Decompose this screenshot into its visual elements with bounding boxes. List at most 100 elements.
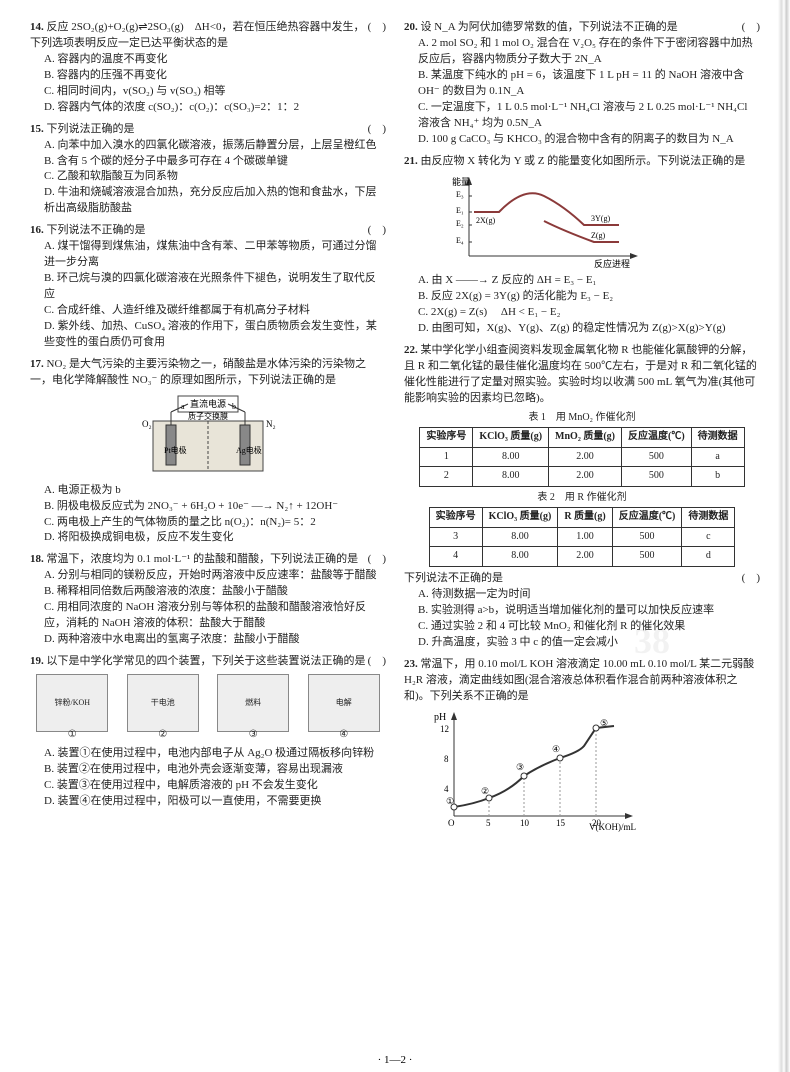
col-header: KClO₃ 质量(g) <box>473 428 549 448</box>
question-20: ( ) 20. 设 N_A 为阿伏加德罗常数的值，下列说法不正确的是 A. 2 … <box>404 20 760 148</box>
page: 38 ( ) 14. 反应 2SO₂(g)+O₂(g)⇌2SO₃(g) ΔH<0… <box>0 0 790 1072</box>
question-15: ( ) 15. 下列说法正确的是 A. 向苯中加入溴水的四氯化碳溶液，振荡后静置… <box>30 122 386 218</box>
cell: 4 <box>429 547 482 567</box>
svg-text:质子交换膜: 质子交换膜 <box>188 411 228 421</box>
page-footer: · 1—2 · <box>0 1054 790 1066</box>
cell: 1.00 <box>558 527 612 547</box>
table-header-row: 实验序号 KClO₃ 质量(g) MnO₂ 质量(g) 反应温度(℃) 待测数据 <box>420 428 744 448</box>
svg-text:4: 4 <box>444 784 449 794</box>
svg-text:E₄: E₄ <box>456 236 464 245</box>
cell: 8.00 <box>482 527 558 547</box>
option-b: B. 实验测得 a>b，说明适当增加催化剂的量可以加快反应速率 <box>404 603 760 619</box>
option-d: D. 由图可知，X(g)、Y(g)、Z(g) 的稳定性情况为 Z(g)>X(g)… <box>404 321 760 337</box>
col-header: 反应温度(℃) <box>612 508 682 528</box>
svg-text:5: 5 <box>486 818 491 828</box>
col-header: R 质量(g) <box>558 508 612 528</box>
titration-chart: pH V(KOH)/mL 12 8 4 O 5 10 15 20 <box>424 706 644 836</box>
question-23: 23. 常温下，用 0.10 mol/L KOH 溶液滴定 10.00 mL 0… <box>404 657 760 837</box>
svg-text:E₁: E₁ <box>456 206 464 215</box>
device-1: 锌粉/KOH① <box>36 674 108 732</box>
col-header: 反应温度(℃) <box>621 428 691 448</box>
question-stem: 以下是中学化学常见的四个装置，下列关于这些装置说法正确的是 <box>47 655 366 667</box>
question-number: 17. <box>30 358 44 370</box>
question-19: ( ) 19. 以下是中学化学常见的四个装置，下列关于这些装置说法正确的是 锌粉… <box>30 654 386 810</box>
device-2: 干电池② <box>127 674 199 732</box>
svg-text:E₂: E₂ <box>456 219 464 228</box>
answer-paren: ( ) <box>368 223 386 239</box>
cell: 8.00 <box>473 447 549 467</box>
svg-text:pH: pH <box>434 712 446 723</box>
table-row: 3 8.00 1.00 500 c <box>429 527 735 547</box>
option-b: B. 某温度下纯水的 pH = 6，该温度下 1 L pH = 11 的 NaO… <box>404 68 760 100</box>
option-c: C. 一定温度下，1 L 0.5 mol·L⁻¹ NH₄Cl 溶液与 2 L 0… <box>404 100 760 132</box>
svg-text:直流电源: 直流电源 <box>190 398 226 409</box>
question-17: 17. NO₂ 是大气污染的主要污染物之一，硝酸盐是水体污染的污染物之一，电化学… <box>30 357 386 547</box>
question-stem: 设 N_A 为阿伏加德罗常数的值，下列说法不正确的是 <box>421 21 678 33</box>
option-a: A. 向苯中加入溴水的四氯化碳溶液，振荡后静置分层，上层呈橙红色 <box>30 138 386 154</box>
cell: 2.00 <box>558 547 612 567</box>
cell: 8.00 <box>473 467 549 487</box>
table-row: 1 8.00 2.00 500 a <box>420 447 744 467</box>
option-a: A. 电源正极为 b <box>30 483 386 499</box>
question-number: 19. <box>30 655 44 667</box>
svg-text:12: 12 <box>440 724 449 734</box>
option-c: C. 2X(g) = Z(s) ΔH < E₁ − E₂ <box>404 305 760 321</box>
option-b: B. 稀释相同倍数后两酸溶液的浓度：盐酸小于醋酸 <box>30 584 386 600</box>
svg-text:20: 20 <box>592 818 602 828</box>
cell: 500 <box>621 467 691 487</box>
option-d: D. 两种溶液中水电离出的氢离子浓度：盐酸小于醋酸 <box>30 632 386 648</box>
question-number: 14. <box>30 21 44 33</box>
option-d: D. 100 g CaCO₃ 与 KHCO₃ 的混合物中含有的阴离子的数目为 N… <box>404 132 760 148</box>
question-stem: 由反应物 X 转化为 Y 或 Z 的能量变化如图所示。下列说法正确的是 <box>421 155 746 167</box>
col-header: 实验序号 <box>420 428 473 448</box>
answer-paren: ( ) <box>742 571 760 587</box>
energy-diagram: 能量 反应进程 E₃ E₁ E₂ E₄ 2X(g) 3Y(g) Z(g) <box>444 171 644 271</box>
option-a: A. 容器内的温度不再变化 <box>30 52 386 68</box>
option-d: D. 牛油和烧碱溶液混合加热，充分反应后加入热的饱和食盐水，下层析出高级脂肪酸盐 <box>30 185 386 217</box>
svg-text:b: b <box>232 402 236 411</box>
device-4: 电解④ <box>308 674 380 732</box>
svg-text:①: ① <box>446 796 454 806</box>
question-stem: 下列说法正确的是 <box>47 123 135 135</box>
svg-text:3Y(g): 3Y(g) <box>591 214 610 223</box>
svg-text:Pt电极: Pt电极 <box>164 445 187 455</box>
question-number: 15. <box>30 123 44 135</box>
svg-text:能量: 能量 <box>452 176 470 187</box>
cell: d <box>682 547 735 567</box>
col-header: MnO₂ 质量(g) <box>549 428 622 448</box>
svg-text:O: O <box>448 818 455 828</box>
question-14: ( ) 14. 反应 2SO₂(g)+O₂(g)⇌2SO₃(g) ΔH<0，若在… <box>30 20 386 116</box>
option-c: C. 合成纤维、人造纤维及碳纤维都属于有机高分子材料 <box>30 303 386 319</box>
question-stem: 反应 2SO₂(g)+O₂(g)⇌2SO₃(g) ΔH<0，若在恒压绝热容器中发… <box>30 21 364 49</box>
option-b: B. 阴极电极反应式为 2NO₃⁻ + 6H₂O + 10e⁻ —→ N₂↑ +… <box>30 499 386 515</box>
question-stem: 下列说法不正确的是 <box>47 224 146 236</box>
table-header-row: 实验序号 KClO₃ 质量(g) R 质量(g) 反应温度(℃) 待测数据 <box>429 508 735 528</box>
svg-text:⑤: ⑤ <box>600 718 608 728</box>
svg-text:③: ③ <box>516 762 524 772</box>
svg-text:Z(g): Z(g) <box>591 231 606 240</box>
cell: 2.00 <box>549 447 622 467</box>
question-21: 21. 由反应物 X 转化为 Y 或 Z 的能量变化如图所示。下列说法正确的是 … <box>404 154 760 338</box>
sub-stem: 下列说法不正确的是 ( ) <box>404 571 760 587</box>
option-b: B. 反应 2X(g) = 3Y(g) 的活化能为 E₃ − E₂ <box>404 289 760 305</box>
option-b: B. 环己烷与溴的四氯化碳溶液在光照条件下褪色，说明发生了取代反应 <box>30 271 386 303</box>
svg-text:Ag电极: Ag电极 <box>236 445 262 455</box>
svg-text:8: 8 <box>444 754 449 764</box>
svg-text:E₃: E₃ <box>456 190 464 199</box>
answer-paren: ( ) <box>368 654 386 670</box>
cell: 8.00 <box>482 547 558 567</box>
option-a: A. 装置①在使用过程中，电池内部电子从 Ag₂O 极通过隔板移向锌粉 <box>30 746 386 762</box>
device-num: ② <box>158 728 167 743</box>
svg-text:N₂: N₂ <box>266 419 276 429</box>
table-caption: 表 2 用 R 作催化剂 <box>429 491 736 506</box>
option-c: C. 相同时间内，v(SO₂) 与 v(SO₃) 相等 <box>30 84 386 100</box>
table-row: 2 8.00 2.00 500 b <box>420 467 744 487</box>
cell: c <box>682 527 735 547</box>
option-a: A. 2 mol SO₂ 和 1 mol O₂ 混合在 V₂O₅ 存在的条件下于… <box>404 36 760 68</box>
svg-text:②: ② <box>481 786 489 796</box>
option-c: C. 通过实验 2 和 4 可比较 MnO₂ 和催化剂 R 的催化效果 <box>404 619 760 635</box>
svg-text:2X(g): 2X(g) <box>476 216 495 225</box>
question-stem: NO₂ 是大气污染的主要污染物之一，硝酸盐是水体污染的污染物之一，电化学降解酸性… <box>30 358 366 386</box>
table-caption: 表 1 用 MnO₂ 作催化剂 <box>419 411 744 426</box>
question-number: 23. <box>404 658 418 670</box>
